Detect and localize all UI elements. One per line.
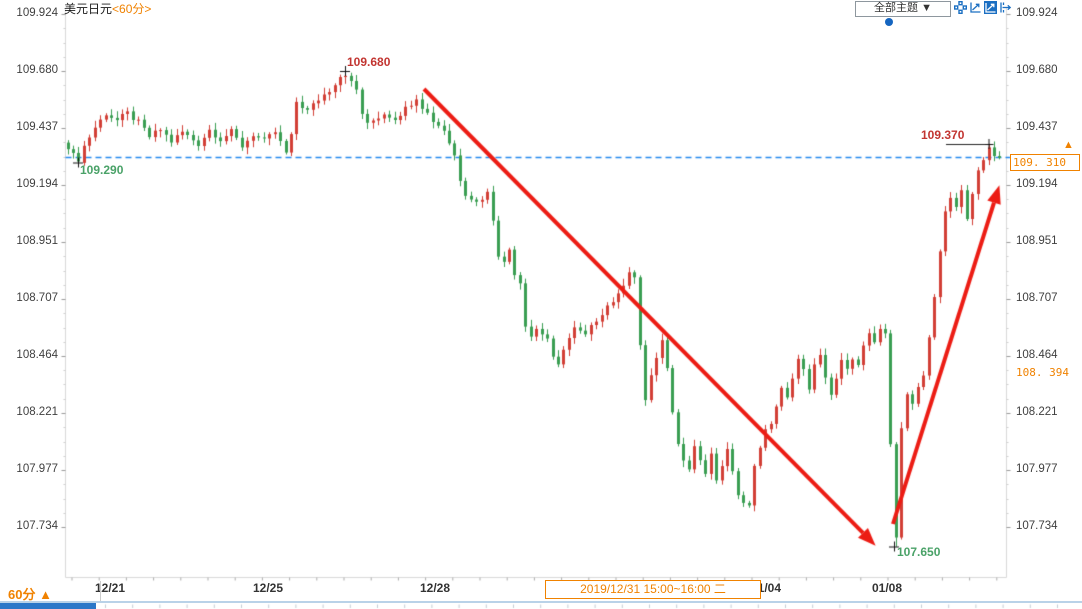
interval-tab-60min[interactable]: 60分 ▲ — [8, 584, 52, 603]
x-axis-label: 12/21 — [94, 581, 126, 595]
y-axis-label-right: 108.951 — [1016, 235, 1058, 247]
y-axis-label-left: 108.464 — [16, 349, 58, 361]
price-up-arrow-icon: ▲ — [1063, 139, 1074, 151]
price-annotation: 109.370 — [921, 128, 965, 142]
y-axis-label-left: 109.194 — [16, 178, 58, 190]
y-axis-label-right: 109.924 — [1016, 7, 1058, 19]
y-axis-label-left: 109.437 — [16, 121, 58, 133]
x-axis-label: 12/28 — [419, 581, 451, 595]
current-price-tag: 109. 310 — [1010, 154, 1080, 171]
x-axis-label: 12/25 — [252, 581, 284, 595]
y-axis-label-right: 108.707 — [1016, 292, 1058, 304]
theme-dropdown[interactable]: 全部主题 ▼ — [855, 1, 951, 17]
interval-tab-label: 60分 — [8, 587, 36, 602]
reference-price-tag: 108. 394 — [1016, 366, 1069, 379]
y-axis-label-left: 108.951 — [16, 235, 58, 247]
scrollbar-thumb[interactable] — [0, 603, 96, 609]
price-annotation: 107.650 — [897, 545, 941, 559]
theme-dropdown-label: 全部主题 — [874, 2, 919, 14]
interval-label: <60分> — [112, 2, 152, 16]
export-icon[interactable] — [999, 1, 1012, 14]
y-axis-label-right: 109.437 — [1016, 121, 1058, 133]
y-axis-label-right: 108.464 — [1016, 349, 1058, 361]
y-axis-label-right: 107.734 — [1016, 520, 1058, 532]
y-axis-label-right: 107.977 — [1016, 463, 1058, 475]
crosshair-grid-icon[interactable] — [954, 1, 967, 14]
time-range-tooltip: 2019/12/31 15:00~16:00 二 — [545, 580, 761, 599]
scrollbar-track — [0, 601, 1082, 603]
y-axis-label-left: 109.924 — [16, 7, 58, 19]
triangle-up-icon: ▲ — [39, 587, 52, 602]
y-axis-label-left: 109.680 — [16, 64, 58, 76]
price-annotation: 109.290 — [80, 163, 124, 177]
y-axis-label-left: 108.707 — [16, 292, 58, 304]
price-annotation: 109.680 — [347, 55, 391, 69]
symbol-name: 美元日元 — [64, 2, 113, 16]
chart-toolbar — [954, 1, 1012, 14]
y-axis-label-right: 109.680 — [1016, 64, 1058, 76]
y-axis-label-left: 107.734 — [16, 520, 58, 532]
indicator-dot[interactable] — [885, 18, 893, 26]
trend-box-icon[interactable] — [969, 1, 982, 14]
y-axis-label-right: 109.194 — [1016, 178, 1058, 190]
tab-divider — [100, 581, 101, 601]
y-axis-label-left: 108.221 — [16, 406, 58, 418]
y-axis-label-right: 108.221 — [1016, 406, 1058, 418]
chart-title: 美元日元<60分> — [64, 0, 151, 17]
trend-box-icon-active[interactable] — [984, 1, 997, 14]
y-axis-label-left: 107.977 — [16, 463, 58, 475]
chevron-down-icon: ▼ — [921, 2, 932, 14]
x-axis-label: 01/08 — [871, 581, 903, 595]
